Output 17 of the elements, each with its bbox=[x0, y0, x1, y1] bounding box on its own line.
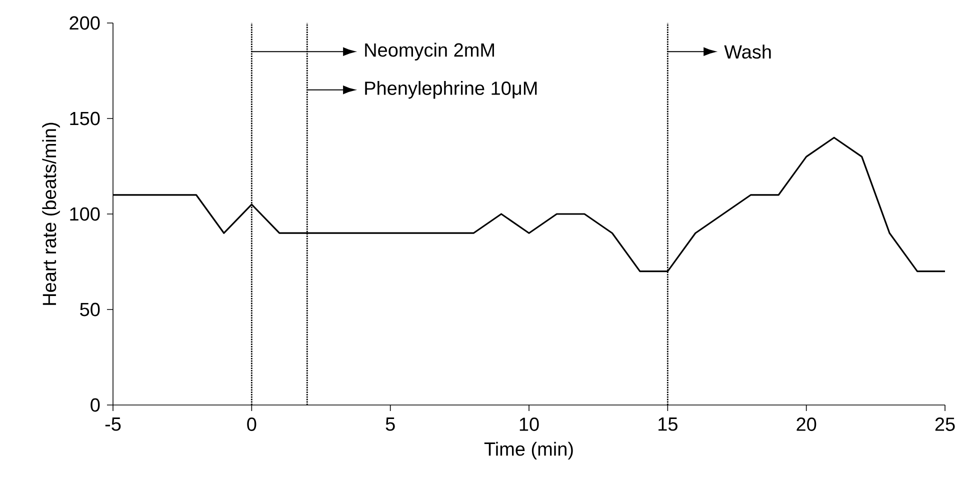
x-axis-title: Time (min) bbox=[484, 442, 573, 460]
x-tick-label: -5 bbox=[105, 418, 121, 431]
x-tick-label: 15 bbox=[658, 418, 678, 431]
x-tick-label: 20 bbox=[796, 418, 816, 431]
y-tick-label: 50 bbox=[80, 302, 100, 316]
y-tick-label: 0 bbox=[90, 398, 100, 412]
y-tick-label: 100 bbox=[70, 207, 100, 221]
ref-line-label: Neomycin 2mM bbox=[365, 42, 494, 60]
y-tick-label: 200 bbox=[70, 16, 100, 30]
x-tick-label: 25 bbox=[935, 418, 955, 431]
x-tick-label: 10 bbox=[520, 418, 539, 431]
ref-line-label: Phenylephrine 10μM bbox=[365, 80, 537, 99]
y-tick-label: 150 bbox=[70, 112, 100, 126]
x-tick-label: 0 bbox=[247, 418, 256, 431]
x-tick-label: 5 bbox=[386, 418, 395, 431]
ref-line-label: Wash bbox=[724, 44, 771, 59]
y-axis-title: Heart rate (beats/min) bbox=[42, 122, 60, 305]
